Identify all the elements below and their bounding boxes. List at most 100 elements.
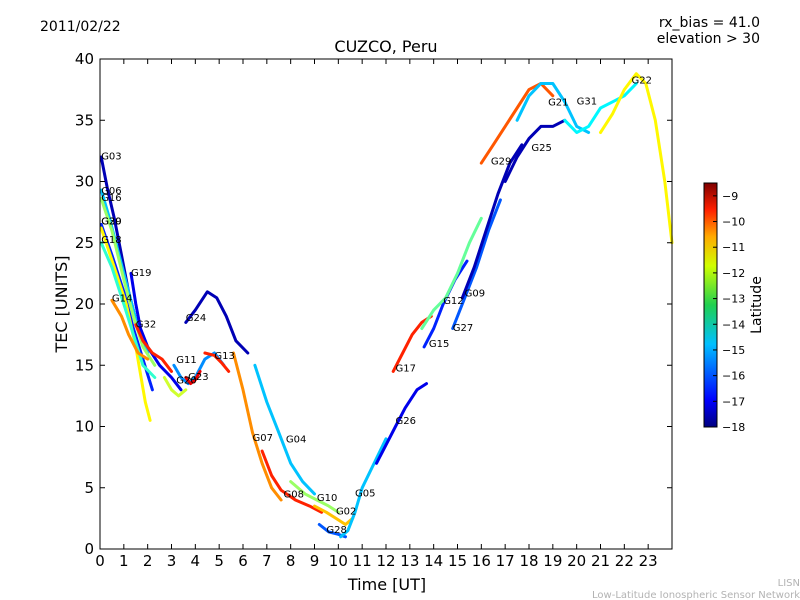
series-label-g02: G02 xyxy=(336,507,356,518)
y-axis: 0 5 10 15 20 25 30 35 40 xyxy=(75,50,672,558)
series-label-g24: G24 xyxy=(186,313,206,324)
series-line-g31 xyxy=(563,82,638,134)
series-label-g32: G32 xyxy=(136,319,156,330)
series-label-g29: G29 xyxy=(101,216,121,227)
x-tick-label: 8 xyxy=(286,552,296,570)
x-tick-label: 22 xyxy=(615,552,634,570)
x-axis-label: Time [UT] xyxy=(347,575,426,594)
colorbar-tick-label: −10 xyxy=(722,216,745,229)
series-label-g04: G04 xyxy=(286,434,306,445)
series-line-g27 xyxy=(451,198,502,330)
series-line-g20 xyxy=(162,376,188,398)
series-label-g19: G19 xyxy=(131,268,151,279)
x-tick-label: 1 xyxy=(119,552,129,570)
series-label-g14: G14 xyxy=(112,294,132,305)
y-axis-label: TEC [UNITS] xyxy=(52,256,71,354)
series-label-g27: G27 xyxy=(453,323,473,334)
series-label-g08: G08 xyxy=(284,490,304,501)
series-label-g20: G20 xyxy=(176,376,196,387)
x-tick-label: 18 xyxy=(519,552,538,570)
x-tick-label: 2 xyxy=(143,552,153,570)
series-label-g29: G29 xyxy=(491,156,511,167)
series-label-g21: G21 xyxy=(548,98,568,109)
y-tick-label: 30 xyxy=(75,173,94,191)
x-tick-label: 13 xyxy=(400,552,419,570)
footer-lisn: LISN xyxy=(778,578,800,589)
x-tick-label: 5 xyxy=(214,552,224,570)
x-tick-label: 15 xyxy=(448,552,467,570)
series-label-g17: G17 xyxy=(396,363,416,374)
series-label-g28: G28 xyxy=(326,525,346,536)
series-label-g13: G13 xyxy=(214,351,234,362)
rx-bias-label: rx_bias = 41.0 xyxy=(659,15,760,31)
series-label-g18: G18 xyxy=(101,235,121,246)
series-line-g09 xyxy=(460,143,524,300)
date-label: 2011/02/22 xyxy=(40,19,121,35)
series-label-g30: G30 xyxy=(101,216,121,227)
series-line-g04 xyxy=(253,363,316,496)
series-line-g14 xyxy=(110,298,150,361)
series-label-g07: G07 xyxy=(253,433,273,444)
colorbar-gradient xyxy=(703,182,718,428)
series-line-g16 xyxy=(99,197,157,367)
x-tick-label: 10 xyxy=(329,552,348,570)
colorbar-tick-label: −13 xyxy=(722,293,745,306)
series-line-g10 xyxy=(289,480,340,514)
colorbar-tick-label: −17 xyxy=(722,395,745,408)
colorbar-ticks: −18 −17 −16 −15 −14 −13 −12 −11 −10 −9 xyxy=(713,190,745,434)
series-line-g23 xyxy=(184,369,202,386)
x-tick-label: 12 xyxy=(376,552,395,570)
series-layer xyxy=(99,72,674,539)
x-tick-label: 21 xyxy=(591,552,610,570)
x-tick-label: 16 xyxy=(472,552,491,570)
series-line-g18 xyxy=(99,241,157,379)
y-tick-label: 0 xyxy=(84,540,94,558)
series-label-g25: G25 xyxy=(531,143,551,154)
y-tick-label: 20 xyxy=(75,295,94,313)
series-line-g02 xyxy=(313,504,355,526)
x-axis: 0 1 2 3 4 5 6 7 8 9 10 11 12 13 14 15 16 17 18 19 20 21 22 23 xyxy=(95,59,658,570)
colorbar-tick-label: −14 xyxy=(722,318,745,331)
x-tick-label: 14 xyxy=(424,552,443,570)
series-line-g22 xyxy=(599,72,674,245)
series-line-g24 xyxy=(184,290,250,355)
series-label-g31: G31 xyxy=(577,96,597,107)
series-line-g12 xyxy=(420,216,483,330)
x-tick-label: 0 xyxy=(95,552,105,570)
series-line-g17 xyxy=(391,314,433,373)
colorbar-tick-label: −18 xyxy=(722,421,745,434)
x-tick-label: 7 xyxy=(262,552,272,570)
series-line-g26 xyxy=(375,382,428,465)
x-tick-label: 3 xyxy=(167,552,177,570)
colorbar-tick-label: −11 xyxy=(722,241,745,254)
series-line-g07 xyxy=(232,351,283,502)
series-label-g23: G23 xyxy=(188,372,208,383)
x-tick-label: 11 xyxy=(353,552,372,570)
series-label-g03: G03 xyxy=(101,151,121,162)
y-tick-label: 5 xyxy=(84,479,94,497)
colorbar-tick-label: −15 xyxy=(722,344,745,357)
y-tick-label: 35 xyxy=(75,111,94,129)
y-tick-label: 40 xyxy=(75,50,94,68)
y-tick-label: 10 xyxy=(75,418,94,436)
series-label-g09: G09 xyxy=(465,289,485,300)
series-line-g13 xyxy=(203,351,231,373)
chart-title: CUZCO, Peru xyxy=(334,37,437,56)
series-label-g12: G12 xyxy=(443,296,463,307)
series-label-g06: G06 xyxy=(101,186,121,197)
y-tick-label: 15 xyxy=(75,356,94,374)
series-line-g25 xyxy=(503,118,567,183)
colorbar-label: Latitude xyxy=(749,276,765,334)
series-label-g22: G22 xyxy=(631,76,651,87)
series-label-g15: G15 xyxy=(429,339,449,350)
colorbar-tick-label: −9 xyxy=(722,190,738,203)
x-tick-label: 23 xyxy=(639,552,658,570)
colorbar: −18 −17 −16 −15 −14 −13 −12 −11 −10 −9 Latitude xyxy=(703,182,765,434)
series-line-g21 xyxy=(515,82,591,134)
series-label-g11: G11 xyxy=(176,355,196,366)
series-line-g08 xyxy=(260,449,324,514)
x-tick-label: 20 xyxy=(567,552,586,570)
x-tick-label: 17 xyxy=(496,552,515,570)
